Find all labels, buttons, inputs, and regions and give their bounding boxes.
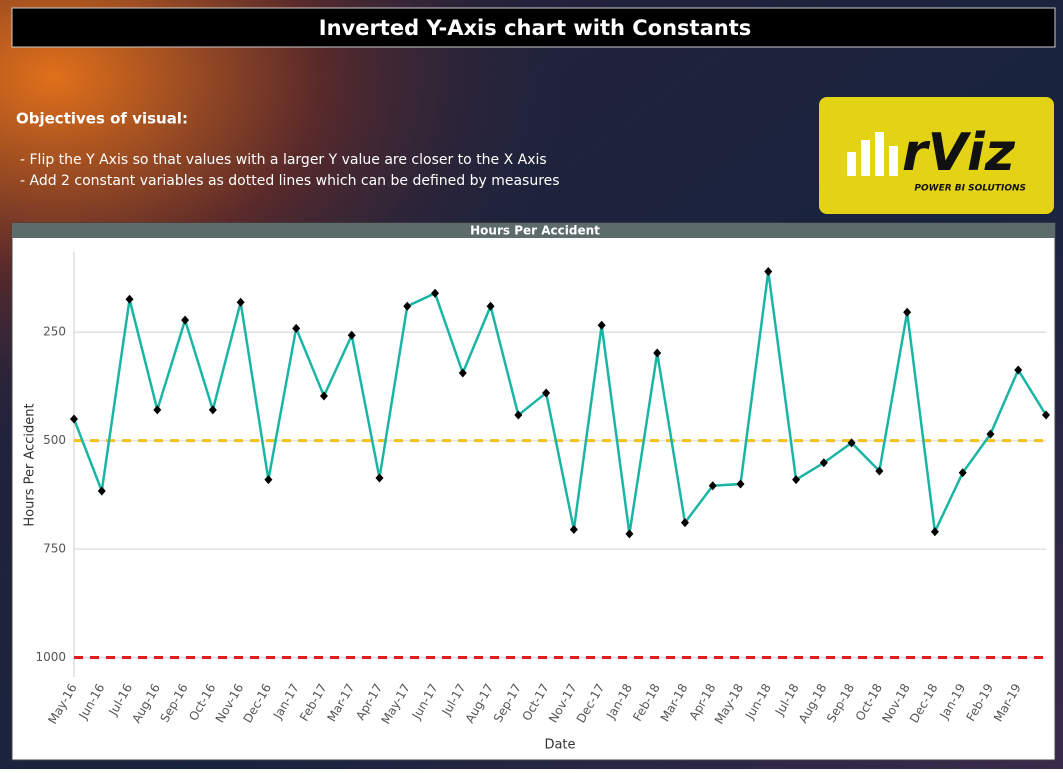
- y-axis-label: Hours Per Accident: [23, 403, 38, 526]
- objective-line: - Flip the Y Axis so that values with a …: [20, 152, 547, 168]
- y-tick-label: 500: [43, 433, 66, 447]
- data-point: [70, 414, 78, 424]
- data-point: [153, 405, 162, 415]
- data-point: [847, 438, 856, 448]
- data-point: [403, 301, 412, 311]
- logo-icon: [847, 132, 898, 176]
- data-point: [347, 330, 356, 340]
- data-point: [514, 410, 523, 420]
- data-point: [597, 320, 606, 330]
- chart-title: Hours Per Accident: [470, 224, 600, 238]
- data-point: [264, 475, 273, 485]
- data-point: [625, 529, 634, 539]
- data-point: [486, 301, 495, 311]
- data-point: [736, 479, 745, 489]
- data-point: [458, 368, 467, 378]
- data-point: [375, 473, 384, 483]
- data-point: [97, 486, 106, 496]
- y-tick-label: 750: [43, 542, 66, 556]
- data-point: [764, 267, 773, 277]
- objectives-heading: Objectives of visual:: [16, 110, 188, 128]
- logo-tagline: POWER BI SOLUTIONS: [914, 184, 1026, 194]
- data-point: [431, 288, 440, 298]
- data-point: [1042, 410, 1050, 420]
- data-point: [903, 307, 912, 317]
- data-point: [680, 518, 689, 528]
- objective-line: - Add 2 constant variables as dotted lin…: [20, 173, 560, 189]
- data-point: [292, 323, 301, 333]
- x-axis-label: Date: [544, 738, 575, 753]
- y-tick-label: 1000: [35, 650, 66, 664]
- chart-header: [12, 223, 1055, 238]
- y-tick-label: 250: [43, 325, 66, 339]
- data-point: [319, 391, 328, 401]
- data-point: [1014, 365, 1023, 375]
- data-point: [792, 475, 801, 485]
- title-bar: [11, 7, 1056, 48]
- data-point: [236, 297, 245, 307]
- data-line: [72, 271, 1048, 537]
- data-point: [208, 405, 217, 415]
- data-point: [542, 388, 551, 398]
- data-point: [125, 294, 134, 304]
- data-point: [653, 348, 662, 358]
- data-point: [986, 429, 995, 439]
- data-point: [819, 458, 828, 468]
- data-point: [875, 466, 884, 476]
- logo-box: [819, 97, 1054, 214]
- data-point: [569, 525, 578, 535]
- data-point: [181, 315, 190, 325]
- logo-name: rViz: [902, 123, 1016, 183]
- data-point: [958, 468, 967, 478]
- chart-panel: [11, 222, 1056, 761]
- page-title: Inverted Y-Axis chart with Constants: [319, 16, 751, 40]
- data-point: [708, 481, 717, 491]
- data-point: [930, 527, 939, 537]
